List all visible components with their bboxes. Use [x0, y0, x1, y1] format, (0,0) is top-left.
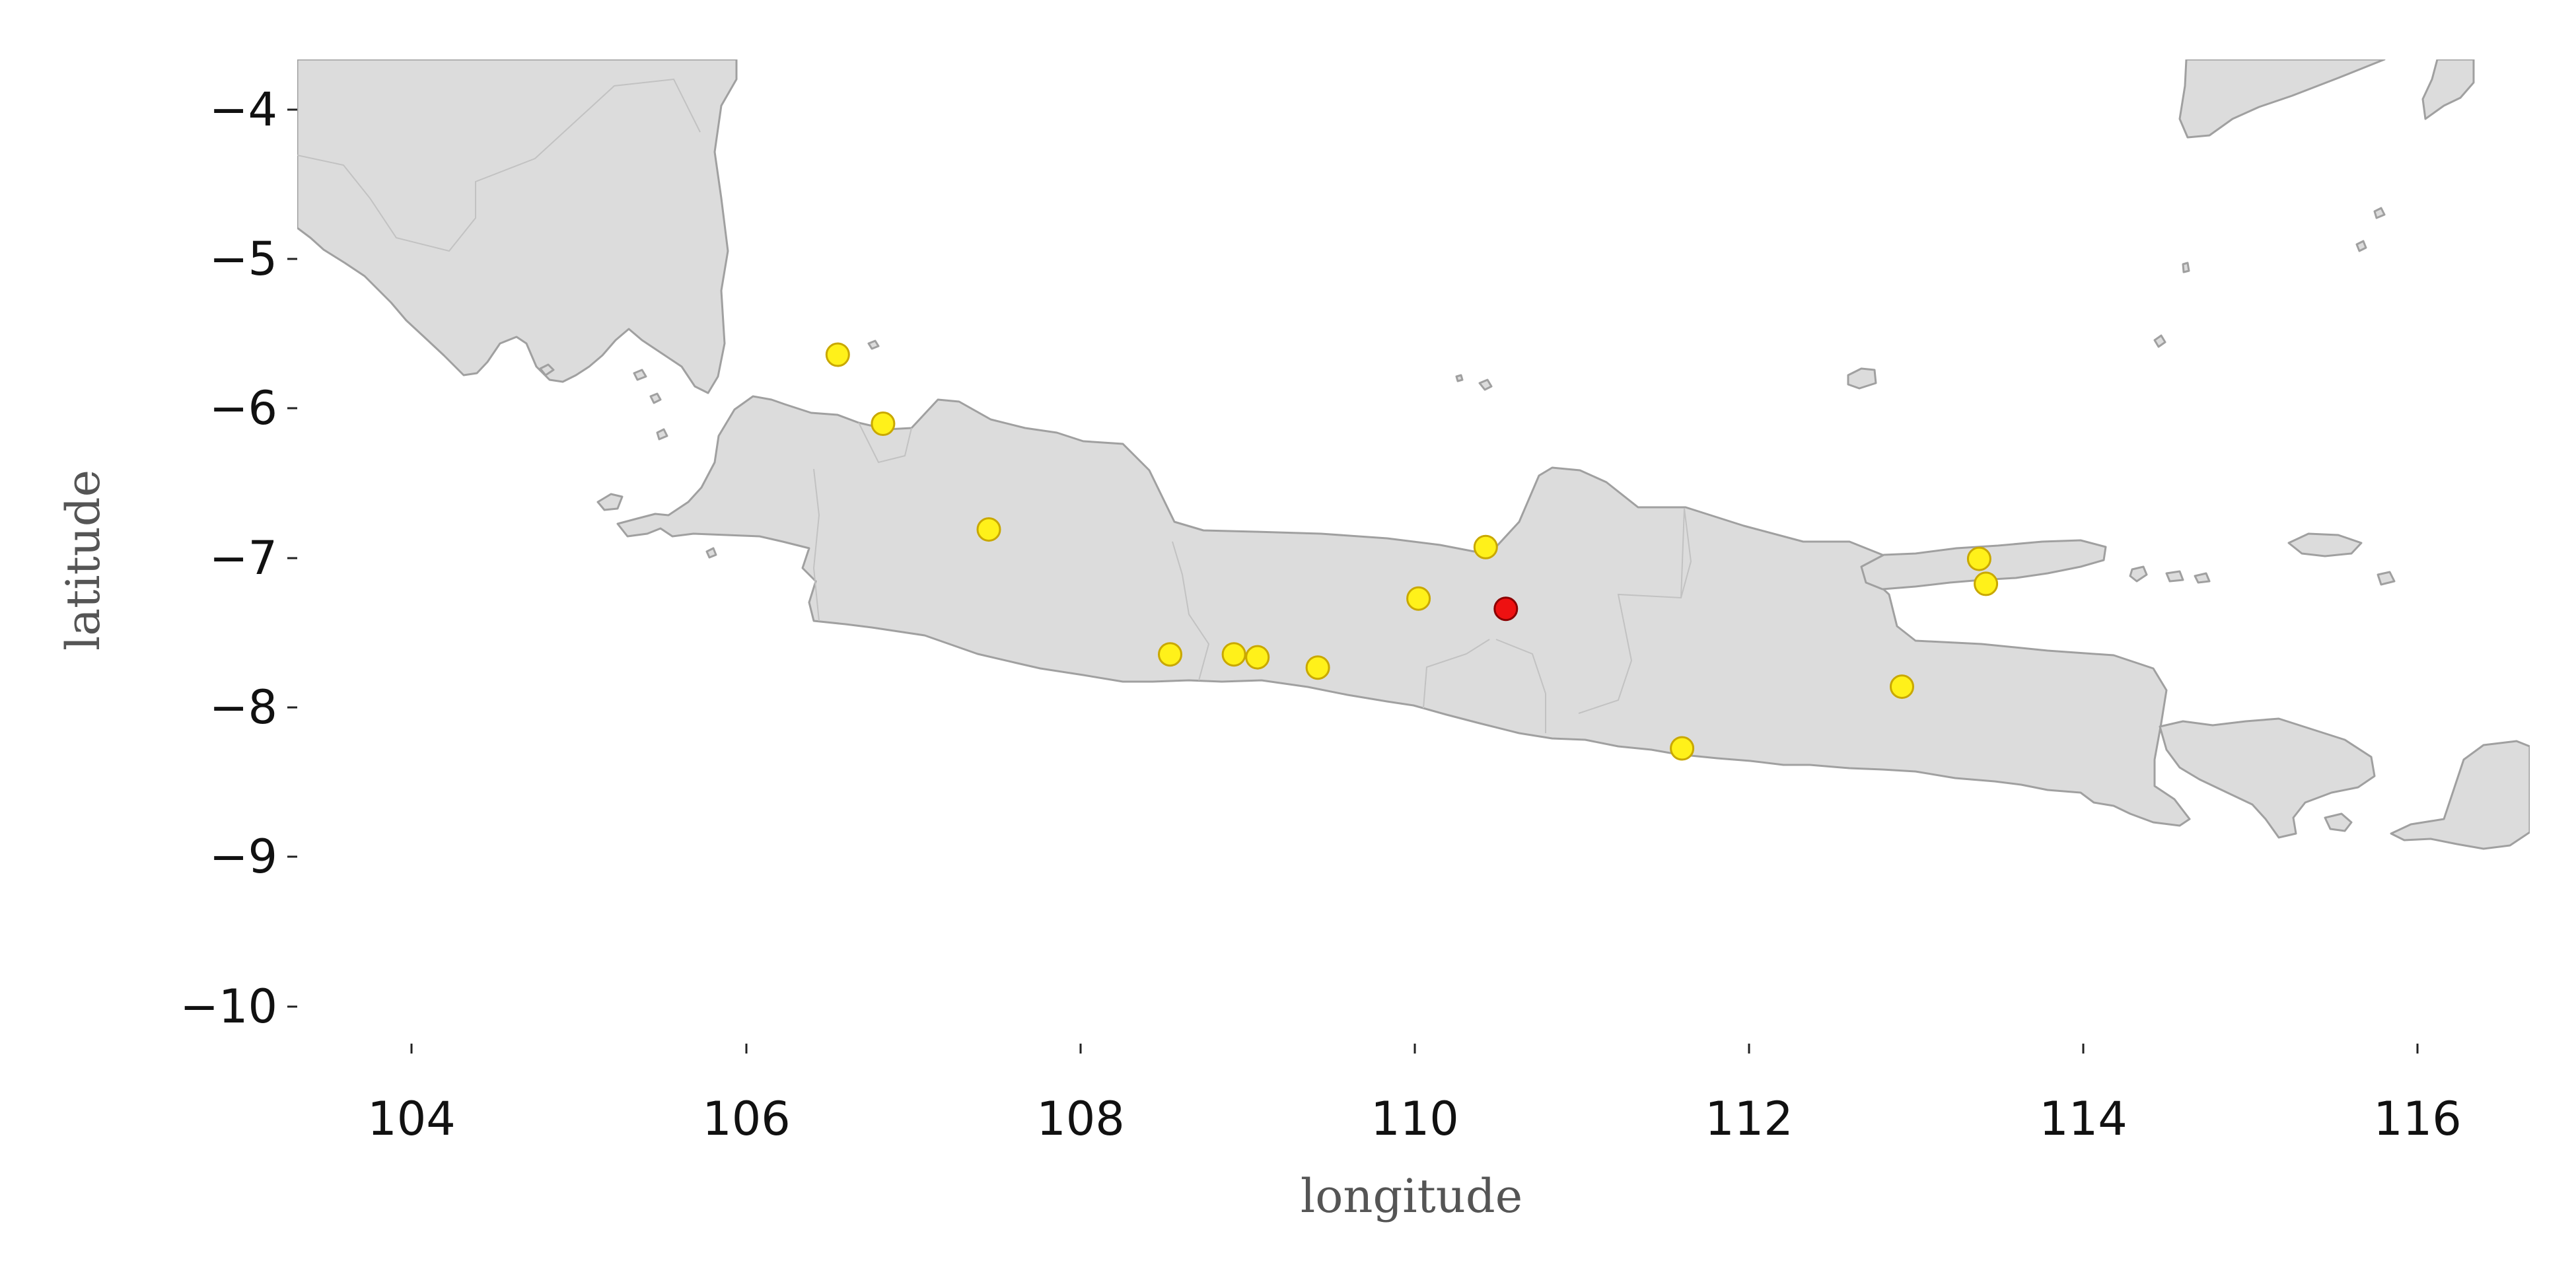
y-tick-label: −6 [209, 381, 277, 435]
y-tick-label: −5 [209, 232, 277, 286]
panaitan-island [596, 493, 624, 511]
scatter-point [1221, 642, 1246, 667]
x-tick-label: 114 [2039, 1092, 2128, 1146]
y-tick-label: −7 [209, 531, 277, 585]
y-axis-label: latitude [56, 470, 110, 651]
karimunjawa-islands [1455, 374, 1493, 391]
y-tick-label: −10 [180, 980, 277, 1034]
sapudi-islands [2129, 565, 2396, 586]
scatter-point [1966, 546, 1991, 571]
x-tick-label: 108 [1036, 1092, 1125, 1146]
thousand-islands [867, 340, 880, 350]
borneo-landmass [2178, 59, 2386, 139]
lombok-landmass [2390, 740, 2530, 850]
y-axis: −4 −5 −6 −7 −8 −9 −10 latitude [56, 83, 297, 1034]
sumatra-province-border [297, 78, 701, 252]
scatter-point [1158, 642, 1182, 667]
highlighted-point [1493, 596, 1519, 622]
x-tick-label: 112 [1705, 1092, 1793, 1146]
y-tick-label: −8 [209, 680, 277, 734]
x-tick-label: 104 [367, 1092, 456, 1146]
bali-landmass [2159, 717, 2376, 839]
scatter-point [1974, 571, 1999, 596]
scatter-point [1473, 534, 1498, 559]
y-tick-label: −4 [209, 83, 277, 137]
x-tick-label: 110 [1371, 1092, 1459, 1146]
x-tick-label: 106 [702, 1092, 791, 1146]
java-province-borders [812, 422, 1692, 733]
scatter-point [1670, 736, 1695, 761]
points-layer [825, 342, 1999, 761]
java-landmass [616, 395, 2191, 827]
scatter-point [1890, 674, 1914, 699]
map-area [297, 59, 2530, 850]
scatter-point [1245, 645, 1270, 670]
x-axis: 104 106 108 110 112 114 116 longitude [367, 1044, 2462, 1223]
scatter-point [825, 342, 850, 367]
scatter-point [871, 411, 896, 436]
laut-island-landmass [2421, 59, 2475, 120]
scatter-point [976, 517, 1001, 542]
nusa-penida-landmass [2324, 812, 2353, 832]
x-axis-label: longitude [1301, 1169, 1522, 1223]
masalembu-islands [2153, 207, 2386, 348]
x-tick-label: 116 [2373, 1092, 2462, 1146]
scatter-point [1406, 586, 1431, 611]
y-tick-label: −9 [209, 830, 277, 884]
bawean-island [1847, 367, 1877, 390]
scatter-point [1305, 655, 1330, 680]
sumatra-landmass [297, 59, 738, 394]
kangean-island [2287, 532, 2363, 557]
seribu-islands [539, 363, 717, 559]
